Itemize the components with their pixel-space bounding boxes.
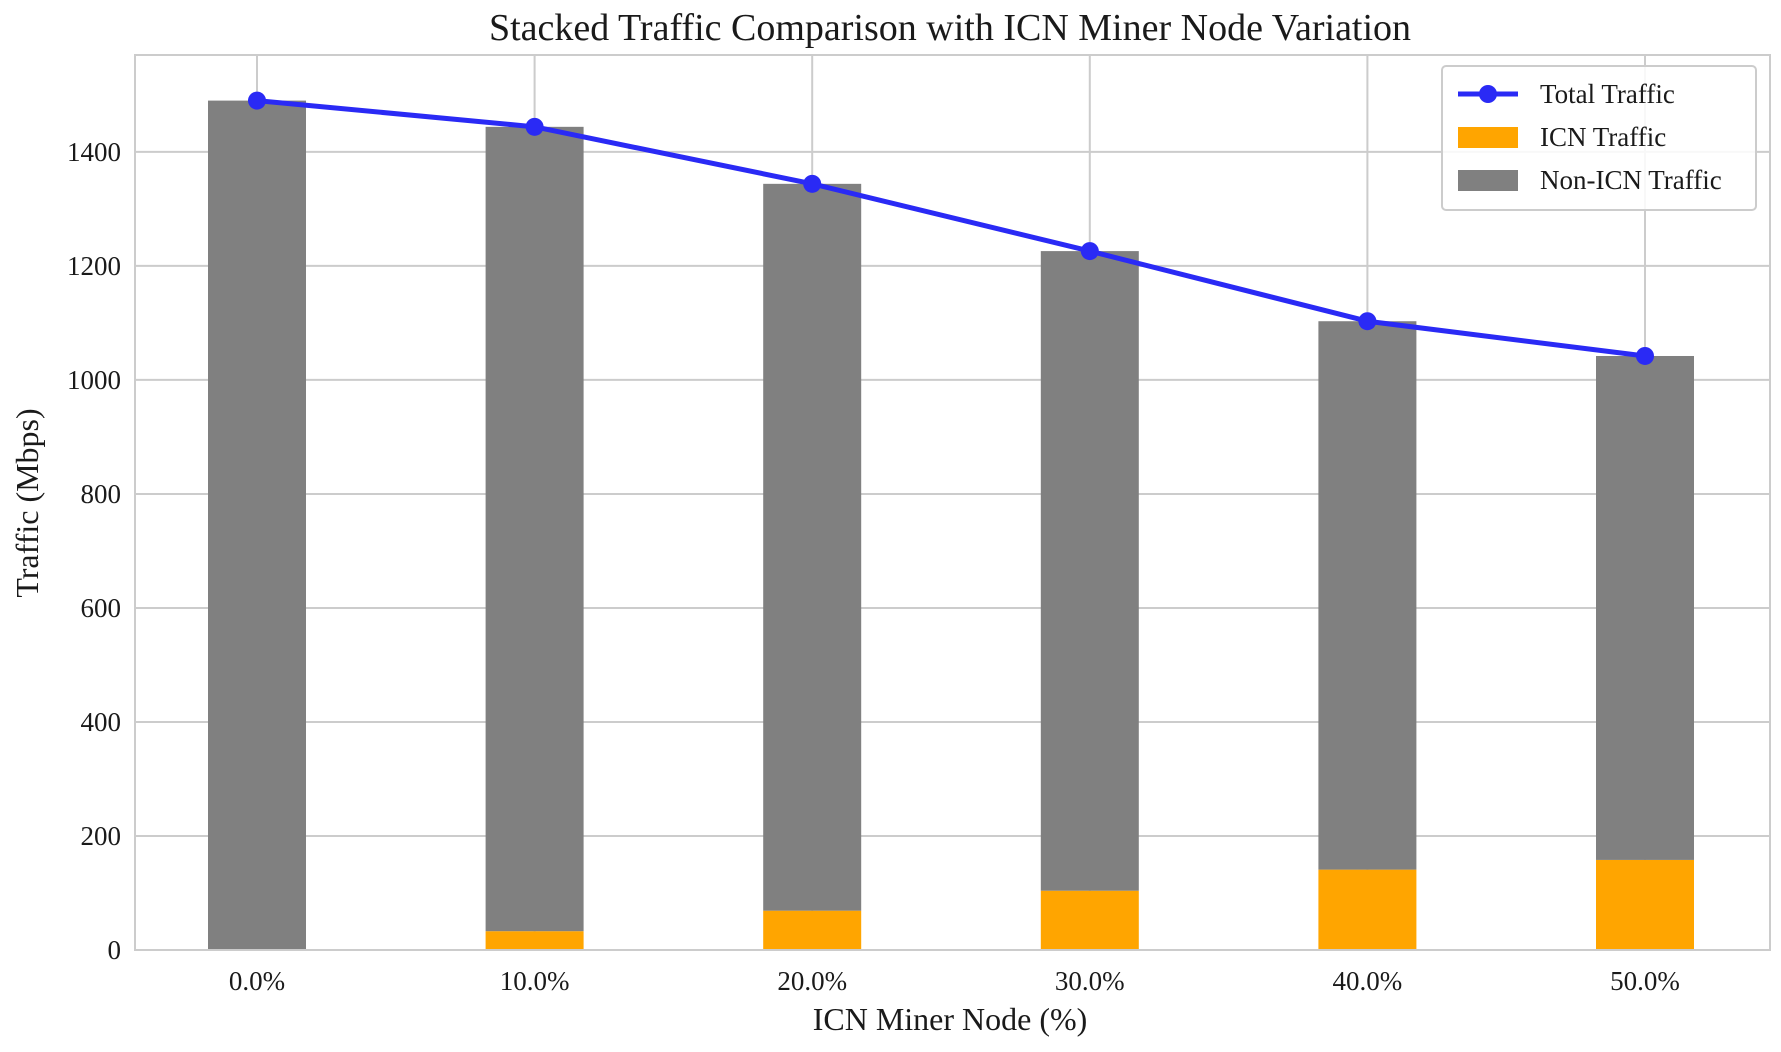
y-tick-label: 400 (81, 707, 122, 737)
y-tick-label: 1400 (67, 137, 121, 167)
bar-non-icn-traffic (485, 126, 584, 932)
bar-non-icn-traffic (1596, 355, 1694, 860)
x-tick-label: 20.0% (777, 966, 847, 996)
bar-icn-traffic (763, 910, 862, 950)
x-tick-label: 50.0% (1610, 966, 1680, 996)
x-axis-label: ICN Miner Node (%) (813, 1001, 1088, 1037)
legend-marker-total-traffic (1479, 85, 1497, 103)
x-tick-label: 30.0% (1055, 966, 1125, 996)
legend-label: ICN Traffic (1540, 122, 1666, 152)
legend: Total Traffic ICN Traffic Non-ICN Traffic (1441, 65, 1757, 211)
bar-icn-traffic (1596, 859, 1694, 950)
legend-label: Non-ICN Traffic (1540, 165, 1722, 195)
y-tick-label: 1200 (67, 251, 121, 281)
y-axis-label: Traffic (Mbps) (9, 408, 45, 597)
x-tick-label: 10.0% (500, 966, 570, 996)
total-traffic-point (525, 117, 544, 136)
y-tick-label: 200 (81, 821, 122, 851)
bars-layer (208, 100, 1694, 950)
bar-icn-traffic (485, 931, 584, 950)
y-tick-labels: 0 200 400 600 800 1000 1200 1400 (67, 137, 121, 965)
bar-non-icn-traffic (763, 183, 862, 911)
plot-frame (134, 54, 1771, 951)
total-traffic-point (1080, 242, 1099, 261)
bar-non-icn-traffic (208, 100, 306, 950)
total-traffic-line (256, 98, 1646, 359)
total-traffic-point (803, 174, 822, 193)
legend-box (1441, 65, 1757, 211)
total-traffic-point (248, 91, 266, 110)
y-tick-label: 1000 (67, 365, 121, 395)
chart-title: Stacked Traffic Comparison with ICN Mine… (489, 7, 1411, 49)
legend-swatch (1458, 170, 1518, 191)
x-tick-label: 0.0% (229, 966, 285, 996)
y-tick-label: 0 (108, 935, 122, 965)
bar-non-icn-traffic (1318, 321, 1417, 870)
y-tick-label: 600 (81, 593, 122, 623)
legend-swatch (1458, 127, 1518, 148)
bar-non-icn-traffic (1040, 251, 1139, 891)
x-tick-labels: 0.0% 10.0% 20.0% 30.0% 40.0% 50.0% (229, 966, 1680, 996)
legend-label: Total Traffic (1540, 79, 1675, 109)
y-tick-label: 800 (81, 479, 122, 509)
x-tick-label: 40.0% (1333, 966, 1403, 996)
bar-icn-traffic (1318, 869, 1417, 950)
total-traffic-point (1358, 312, 1377, 331)
line-layer (248, 91, 1654, 365)
total-traffic-point (1636, 346, 1654, 365)
bar-icn-traffic (1040, 890, 1139, 950)
